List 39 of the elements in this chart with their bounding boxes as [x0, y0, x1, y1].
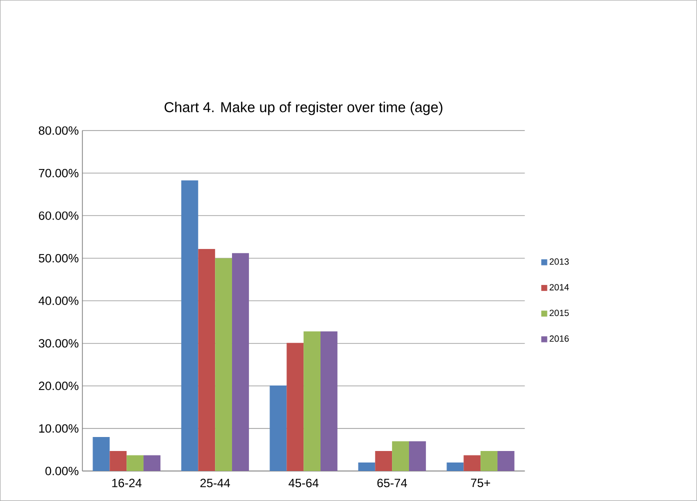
chart-title: Chart 4. Make up of register over time (age)	[164, 102, 442, 116]
bar	[270, 385, 287, 472]
legend-label: 2016	[550, 335, 569, 342]
bar	[286, 342, 304, 472]
legend-label: 2015	[550, 310, 569, 316]
bar	[304, 331, 321, 472]
y-tick-label: 40.00%	[38, 296, 78, 306]
x-tick-label: 16-24	[112, 478, 142, 488]
y-tick-label: 60.00%	[38, 211, 78, 220]
y-tick-label: 20.00%	[38, 382, 78, 390]
bar	[408, 441, 426, 472]
legend-label: 2014	[550, 284, 569, 290]
bar	[480, 451, 498, 472]
y-tick-label: 50.00%	[38, 254, 78, 262]
bar	[358, 462, 376, 472]
y-tick-label: 0.00%	[45, 466, 78, 476]
bar	[181, 180, 198, 472]
bar	[375, 451, 392, 472]
x-tick-label: 75+	[471, 478, 490, 488]
x-tick-label: 25-44	[200, 478, 230, 488]
bar	[464, 455, 481, 472]
bar	[198, 248, 216, 472]
bar	[110, 451, 127, 472]
bar	[215, 258, 232, 472]
bar	[392, 441, 409, 472]
y-tick-label: 70.00%	[38, 168, 78, 178]
y-tick-label: 80.00%	[38, 126, 78, 135]
bar	[92, 436, 110, 472]
bar	[144, 455, 160, 472]
bar	[497, 451, 514, 472]
bar	[320, 331, 338, 472]
x-tick-label: 65-74	[377, 478, 407, 488]
legend-label: 2013	[550, 258, 569, 265]
x-tick-label: 45-64	[288, 478, 318, 488]
bar	[446, 462, 464, 472]
y-tick-label: 10.00%	[39, 424, 78, 433]
bar	[232, 253, 249, 472]
bar	[126, 455, 144, 472]
y-tick-label: 30.00%	[38, 339, 78, 348]
